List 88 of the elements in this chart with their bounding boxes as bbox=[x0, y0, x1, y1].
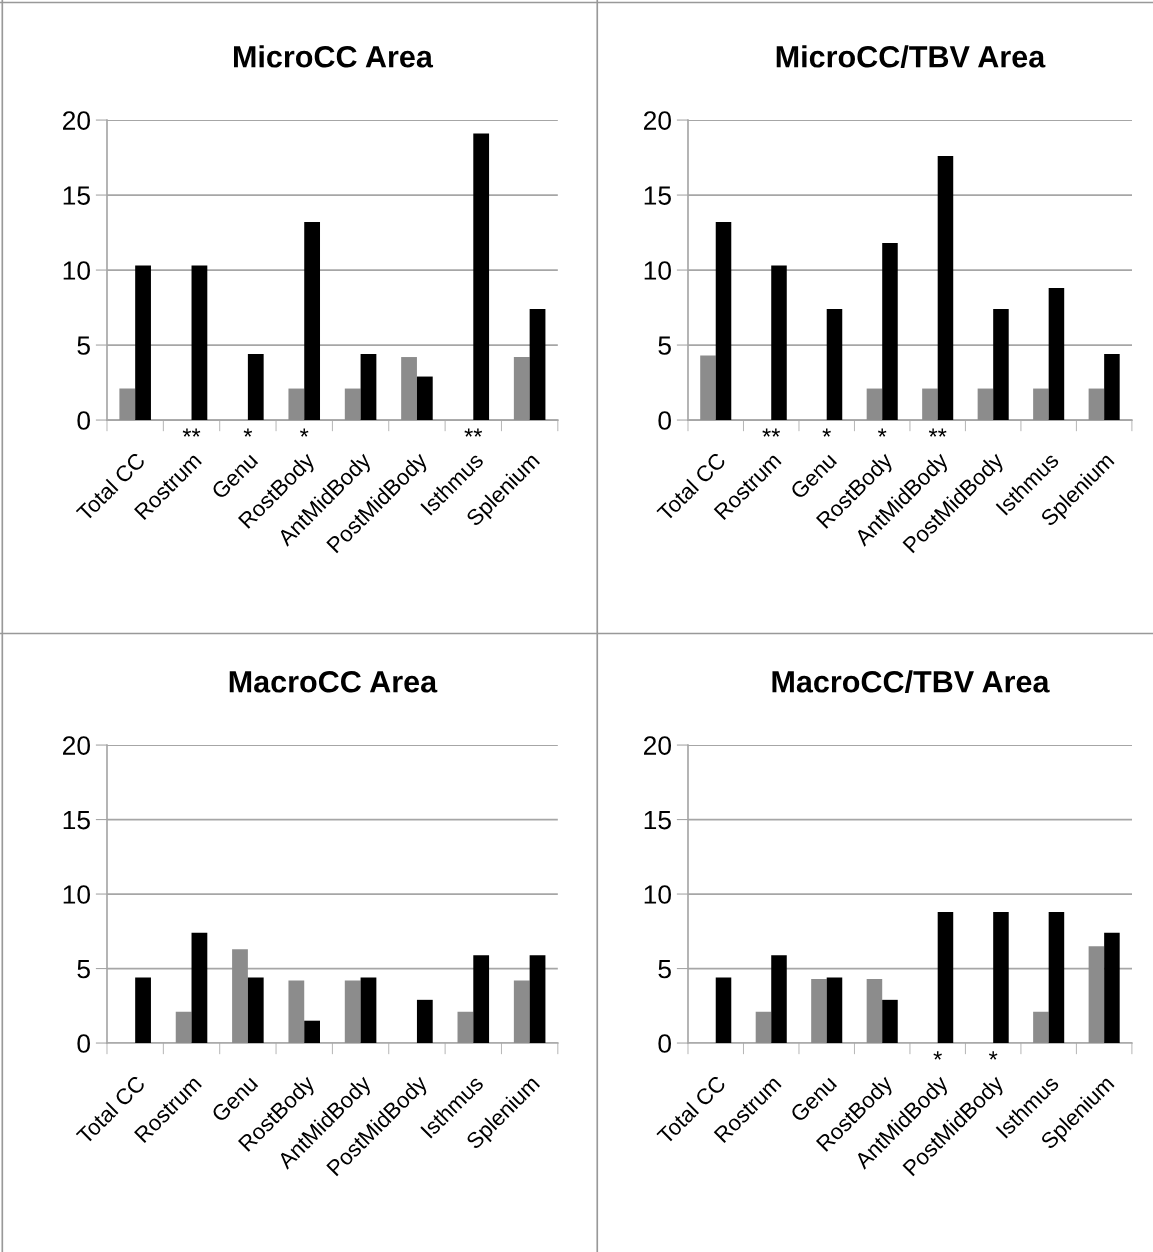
bar bbox=[1104, 354, 1120, 421]
bar bbox=[1088, 388, 1105, 421]
bar bbox=[771, 265, 787, 421]
bar bbox=[922, 388, 938, 421]
bar bbox=[119, 388, 136, 421]
text: * bbox=[300, 428, 309, 437]
bar bbox=[866, 978, 883, 1044]
y-tick-label: 0 bbox=[77, 411, 90, 430]
text: ** bbox=[182, 428, 201, 437]
bar bbox=[1033, 388, 1049, 421]
bar bbox=[826, 309, 843, 421]
bar bbox=[1104, 932, 1120, 1044]
bar bbox=[360, 977, 377, 1044]
text: ** bbox=[762, 428, 781, 437]
y-tick-label: 5 bbox=[77, 336, 90, 355]
bar bbox=[1048, 288, 1065, 421]
y-tick-label: 0 bbox=[77, 1034, 90, 1053]
bar bbox=[401, 357, 417, 421]
bar bbox=[304, 222, 321, 421]
y-tick-label: 20 bbox=[63, 111, 90, 130]
bar bbox=[513, 980, 530, 1044]
text: * bbox=[933, 1051, 942, 1060]
bar bbox=[288, 388, 305, 421]
bar bbox=[771, 955, 787, 1044]
bar bbox=[232, 949, 248, 1044]
bar bbox=[937, 156, 954, 421]
y-tick-label: 5 bbox=[77, 959, 90, 979]
bar bbox=[1088, 946, 1105, 1044]
text: * bbox=[822, 428, 831, 437]
y-tick-label: 10 bbox=[63, 885, 90, 904]
chart-title: MacroCC/TBV Area bbox=[772, 670, 1050, 693]
bar bbox=[135, 265, 151, 421]
y-tick-label: 10 bbox=[644, 261, 671, 280]
bar bbox=[135, 977, 151, 1044]
bar bbox=[175, 1011, 192, 1044]
chart-title: MicroCC/TBV Area bbox=[776, 45, 1046, 68]
text: * bbox=[243, 428, 253, 437]
y-tick-label: 20 bbox=[63, 736, 90, 755]
bar bbox=[416, 376, 433, 421]
bar bbox=[473, 955, 490, 1044]
y-tick-label: 15 bbox=[63, 186, 90, 205]
bar bbox=[457, 1011, 474, 1044]
bar bbox=[811, 978, 827, 1044]
text: * bbox=[877, 428, 887, 437]
y-tick-label: 10 bbox=[63, 261, 90, 280]
y-tick-label: 20 bbox=[644, 111, 671, 130]
bar bbox=[191, 265, 208, 421]
chart-title: MicroCC Area bbox=[234, 45, 434, 68]
y-tick-label: 20 bbox=[644, 736, 671, 755]
bar bbox=[344, 388, 361, 421]
bar bbox=[247, 354, 264, 421]
bar bbox=[993, 309, 1009, 421]
y-tick-label: 5 bbox=[658, 959, 671, 979]
bar bbox=[304, 1020, 321, 1044]
y-tick-label: 15 bbox=[63, 810, 90, 830]
bar bbox=[513, 357, 530, 421]
bar bbox=[866, 388, 883, 421]
bar bbox=[416, 999, 433, 1044]
text: * bbox=[988, 1051, 998, 1060]
bar bbox=[360, 354, 377, 421]
y-tick-label: 15 bbox=[644, 810, 671, 830]
y-tick-label: 15 bbox=[644, 186, 671, 205]
bar bbox=[715, 977, 732, 1044]
bar bbox=[247, 977, 264, 1044]
bar bbox=[344, 980, 361, 1044]
bar bbox=[1033, 1011, 1049, 1044]
bar bbox=[882, 243, 898, 421]
bar bbox=[977, 388, 994, 421]
bar bbox=[755, 1011, 772, 1044]
bar bbox=[529, 955, 546, 1044]
bar bbox=[529, 309, 546, 421]
bar bbox=[937, 911, 954, 1044]
y-tick-label: 0 bbox=[658, 411, 671, 430]
bar bbox=[826, 977, 843, 1044]
text: ** bbox=[928, 428, 947, 437]
bar bbox=[473, 133, 490, 421]
text: ** bbox=[464, 428, 483, 437]
bar bbox=[715, 222, 732, 421]
bar bbox=[191, 932, 208, 1044]
y-tick-label: 0 bbox=[658, 1034, 671, 1053]
bar bbox=[882, 999, 898, 1044]
y-tick-label: 5 bbox=[658, 336, 671, 355]
bar bbox=[1048, 911, 1065, 1044]
bar bbox=[700, 355, 716, 421]
bar bbox=[288, 980, 305, 1044]
y-tick-label: 10 bbox=[644, 885, 671, 904]
bar bbox=[993, 911, 1009, 1044]
chart-title: MacroCC Area bbox=[229, 670, 438, 693]
